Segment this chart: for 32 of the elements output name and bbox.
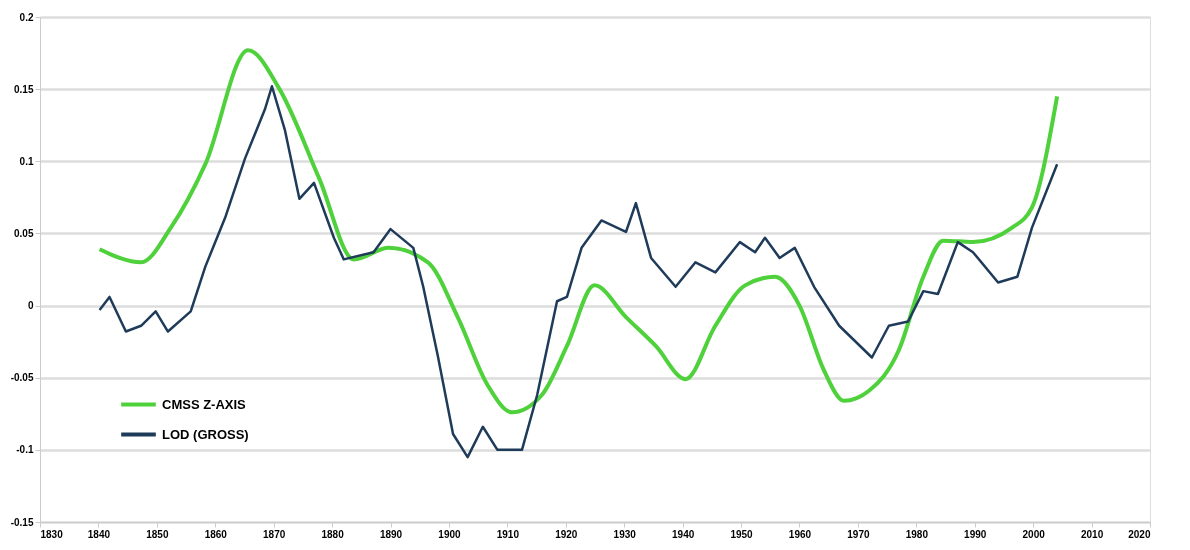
line-series <box>97 48 1060 415</box>
x-tick-label: 1830 <box>40 528 64 540</box>
y-tick-label: 0.05 <box>14 227 34 239</box>
x-tick-label: 1880 <box>321 528 345 540</box>
x-tick-label: 2020 <box>1128 528 1151 540</box>
x-tick-label: 1850 <box>146 528 169 540</box>
x-tick-label: 1940 <box>672 528 695 540</box>
x-tick-label: 2000 <box>1022 528 1046 540</box>
legend-label: CMSS Z-AXIS <box>162 396 247 412</box>
x-tick-label: 1970 <box>847 528 870 540</box>
x-tick-label: 1950 <box>730 528 754 540</box>
y-tick-label: 0.15 <box>14 83 34 95</box>
x-tick-label: 2010 <box>1080 528 1104 540</box>
x-tick-label: 1980 <box>905 528 929 540</box>
y-tick-label: 0.1 <box>19 155 34 167</box>
y-tick-label: -0.05 <box>10 372 34 384</box>
x-tick-label: 1910 <box>496 528 520 540</box>
y-tick-label: 0.2 <box>19 11 34 23</box>
x-tick-label: 1860 <box>204 528 228 540</box>
y-tick-label: -0.15 <box>10 516 34 528</box>
x-tick-label: 1930 <box>613 528 637 540</box>
x-tick-label: 1890 <box>379 528 403 540</box>
x-tick-label: 1990 <box>964 528 987 540</box>
x-tick-label: 1840 <box>87 528 111 540</box>
legend-label: LOD (GROSS) <box>162 426 249 442</box>
y-tick-label: -0.1 <box>16 444 34 456</box>
x-tick-label: 1960 <box>788 528 812 540</box>
line-series <box>98 85 1059 459</box>
x-tick-label: 1870 <box>263 528 286 540</box>
x-tick-label: 1900 <box>438 528 462 540</box>
y-tick-label: 0 <box>27 300 34 312</box>
x-tick-label: 1920 <box>555 528 578 540</box>
